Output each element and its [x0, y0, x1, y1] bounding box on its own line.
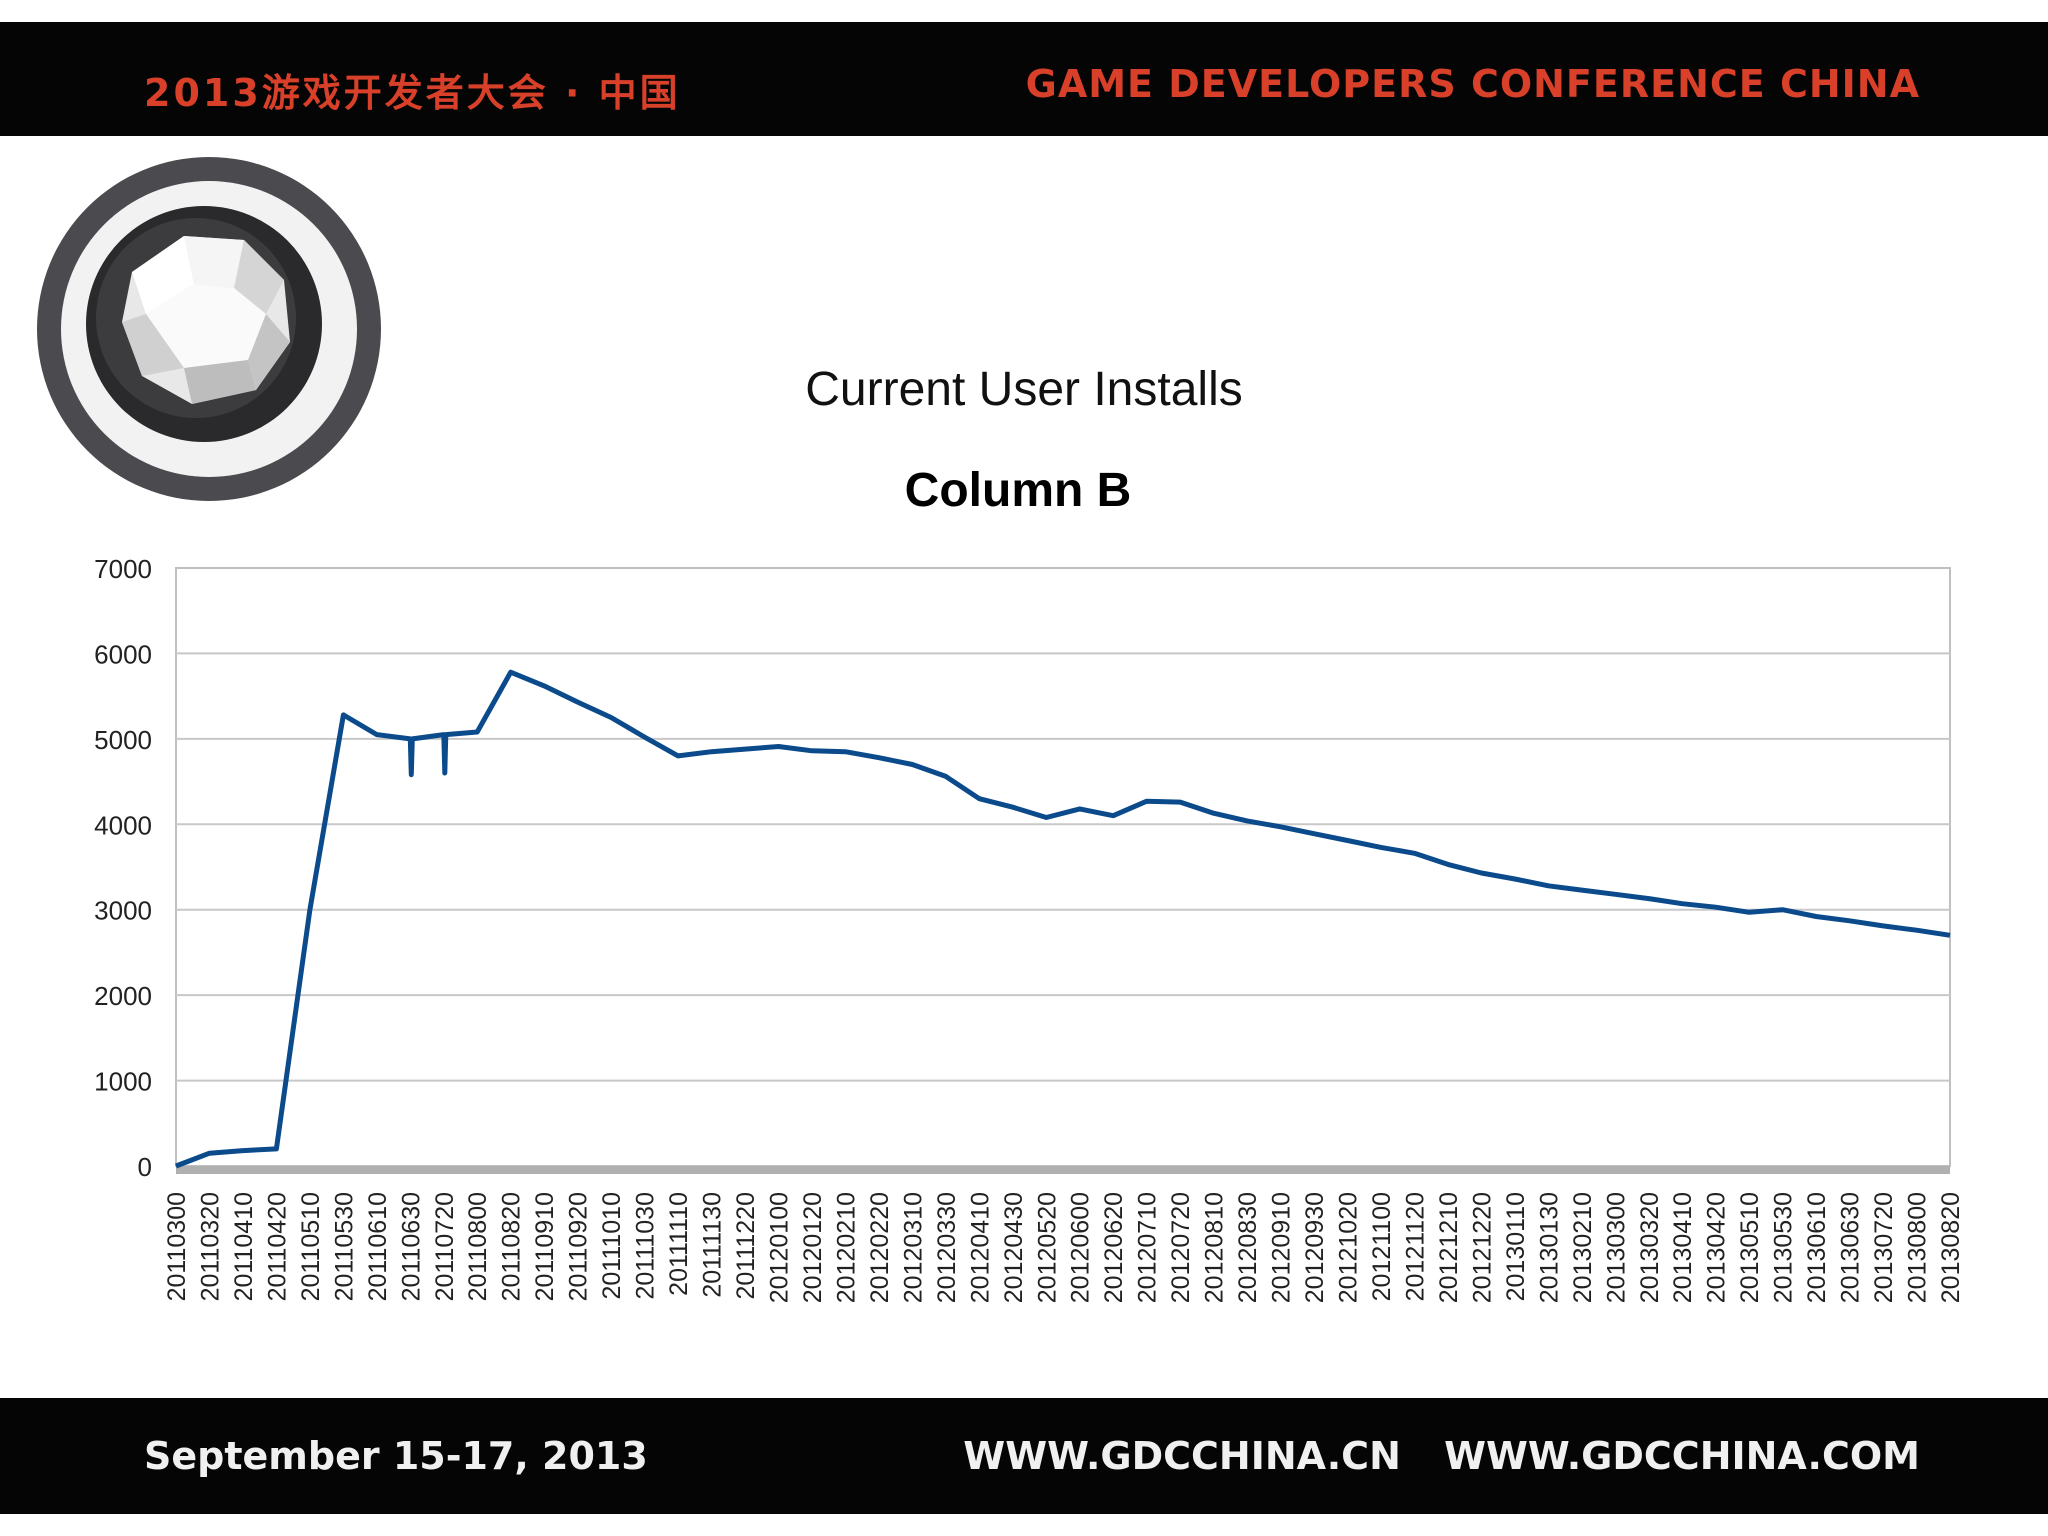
x-tick-label: 20121100	[1368, 1192, 1396, 1301]
x-tick-label: 20111110	[665, 1192, 693, 1296]
x-tick-label: 20130820	[1937, 1192, 1965, 1303]
y-tick-label: 3000	[94, 896, 152, 926]
x-tick-label: 20120710	[1134, 1192, 1162, 1303]
x-tick-label: 20130800	[1904, 1192, 1932, 1303]
x-tick-label: 20110410	[230, 1192, 258, 1301]
slide-title: Current User Installs	[805, 363, 1243, 416]
x-tick-label: 20110800	[464, 1192, 492, 1301]
line-chart: Column B 0 1000 2000 3000 4000 5000 6000 7000 20…	[94, 464, 1965, 1303]
x-tick-label: 20110530	[330, 1192, 358, 1301]
x-tick-label: 20120600	[1067, 1192, 1095, 1303]
x-tick-label: 20120430	[1000, 1192, 1028, 1303]
x-tick-label: 20111220	[732, 1192, 760, 1300]
conference-date: September 15-17, 2013	[144, 1434, 648, 1478]
x-tick-label: 20110720	[431, 1192, 459, 1301]
x-tick-label: 20120620	[1100, 1192, 1128, 1303]
x-tick-label: 20110320	[196, 1192, 224, 1301]
x-tick-label: 20130610	[1803, 1192, 1831, 1303]
x-tick-label: 20120910	[1268, 1192, 1296, 1303]
x-tick-label: 20121120	[1401, 1192, 1429, 1301]
x-tick-label: 20130110	[1502, 1192, 1530, 1301]
conference-footer-bar: September 15-17, 2013 WWW.GDCCHINA.CN WW…	[0, 1398, 2048, 1514]
y-tick-label: 4000	[94, 810, 152, 840]
x-tick-label: 20110510	[297, 1192, 325, 1301]
x-tick-label: 20120310	[899, 1192, 927, 1303]
x-tick-label: 20130210	[1569, 1192, 1597, 1303]
x-tick-label: 20130720	[1870, 1192, 1898, 1303]
x-tick-label: 20120810	[1201, 1192, 1229, 1303]
x-tick-label: 20130300	[1602, 1192, 1630, 1303]
gem-logo-icon	[37, 157, 381, 501]
x-tick-label: 20121220	[1468, 1192, 1496, 1303]
x-tick-label: 20111030	[632, 1192, 660, 1300]
x-tick-label: 20110910	[531, 1192, 559, 1301]
x-tick-label: 20120220	[866, 1192, 894, 1303]
x-tick-label: 20130320	[1636, 1192, 1664, 1303]
conference-title-english: GAME DEVELOPERS CONFERENCE CHINA	[1025, 62, 1920, 106]
x-tick-label: 20110920	[565, 1192, 593, 1301]
x-tick-label: 20130420	[1703, 1192, 1731, 1303]
conference-header-bar: 2013游戏开发者大会 · 中国 GAME DEVELOPERS CONFERE…	[0, 22, 2048, 136]
x-tick-label: 20120330	[933, 1192, 961, 1303]
y-tick-label: 2000	[94, 981, 152, 1011]
x-tick-label: 20130410	[1669, 1192, 1697, 1303]
y-tick-label: 7000	[94, 554, 152, 584]
x-tick-label: 20111130	[699, 1192, 727, 1298]
y-tick-label: 6000	[94, 639, 152, 669]
x-tick-label: 20110420	[263, 1192, 291, 1301]
x-tick-label: 20120100	[765, 1192, 793, 1303]
x-tick-label: 20130130	[1535, 1192, 1563, 1303]
x-tick-label: 20110820	[498, 1192, 526, 1301]
x-tick-label: 20110300	[163, 1192, 191, 1301]
y-tick-label: 0	[138, 1152, 152, 1182]
x-tick-label: 20120410	[966, 1192, 994, 1303]
x-tick-label: 20120930	[1301, 1192, 1329, 1303]
y-tick-label: 1000	[94, 1067, 152, 1097]
x-tick-label: 20120210	[832, 1192, 860, 1303]
x-tick-label: 20120720	[1167, 1192, 1195, 1303]
x-tick-label: 20121020	[1335, 1192, 1363, 1303]
x-tick-label: 20110610	[364, 1192, 392, 1301]
plot-area	[175, 567, 1951, 1167]
x-tick-label: 20110630	[397, 1192, 425, 1301]
chart-title: Column B	[905, 464, 1132, 517]
x-tick-label: 20121210	[1435, 1192, 1463, 1303]
conference-urls: WWW.GDCCHINA.CN WWW.GDCCHINA.COM	[963, 1434, 1920, 1478]
y-tick-label: 5000	[94, 725, 152, 755]
x-tick-label: 20120520	[1033, 1192, 1061, 1303]
x-tick-label: 20111010	[598, 1192, 626, 1300]
series-line	[175, 669, 1951, 1169]
conference-title-chinese: 2013游戏开发者大会 · 中国	[144, 71, 681, 115]
x-tick-label: 20130510	[1736, 1192, 1764, 1303]
x-tick-label: 20120120	[799, 1192, 827, 1303]
x-tick-label: 20130630	[1837, 1192, 1865, 1303]
x-tick-label: 20130530	[1770, 1192, 1798, 1303]
x-tick-label: 20120830	[1234, 1192, 1262, 1303]
